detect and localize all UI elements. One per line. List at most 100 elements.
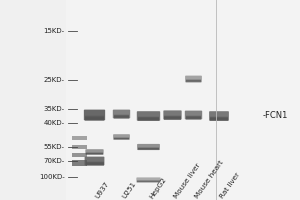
Bar — [85, 161, 103, 164]
FancyBboxPatch shape — [136, 177, 161, 183]
FancyBboxPatch shape — [137, 144, 160, 150]
Bar — [66, 0, 300, 200]
FancyBboxPatch shape — [163, 110, 182, 120]
Bar — [210, 117, 228, 120]
Text: 35KD-: 35KD- — [44, 106, 64, 112]
Bar — [138, 117, 159, 120]
Bar — [85, 115, 104, 118]
FancyBboxPatch shape — [137, 111, 160, 121]
Bar — [137, 181, 160, 182]
Bar — [86, 153, 103, 154]
Bar — [85, 117, 104, 120]
Text: HepG2: HepG2 — [148, 176, 168, 200]
Bar — [114, 138, 129, 139]
Text: U937: U937 — [94, 181, 110, 200]
Bar — [86, 153, 103, 155]
Bar — [114, 138, 129, 139]
Bar — [137, 181, 160, 182]
Bar — [138, 118, 159, 121]
Text: Rat liver: Rat liver — [219, 172, 241, 200]
FancyBboxPatch shape — [113, 110, 130, 118]
Bar — [186, 117, 201, 119]
Bar — [164, 115, 181, 118]
Bar — [114, 138, 129, 139]
Bar — [186, 79, 201, 81]
Text: 55KD-: 55KD- — [44, 144, 64, 150]
Bar — [186, 80, 201, 82]
Bar — [72, 153, 87, 157]
Bar — [85, 162, 103, 164]
Bar — [137, 181, 160, 182]
Bar — [114, 115, 129, 118]
Bar — [114, 137, 129, 139]
Bar — [66, 0, 300, 200]
Bar — [138, 117, 159, 120]
Bar — [210, 119, 228, 121]
Bar — [186, 80, 201, 82]
Text: 70KD-: 70KD- — [43, 158, 64, 164]
Bar — [85, 162, 103, 165]
Bar — [86, 153, 103, 155]
Bar — [114, 117, 129, 119]
Text: 100KD-: 100KD- — [39, 174, 64, 180]
Bar — [85, 117, 104, 120]
Bar — [186, 81, 201, 83]
Bar — [114, 115, 129, 117]
Bar — [186, 81, 201, 82]
Bar — [186, 118, 201, 120]
Bar — [86, 153, 103, 154]
FancyBboxPatch shape — [85, 157, 104, 165]
Text: U251: U251 — [122, 181, 137, 200]
Bar — [210, 118, 228, 120]
Bar — [86, 153, 103, 154]
Bar — [164, 117, 181, 120]
Bar — [138, 149, 159, 150]
FancyBboxPatch shape — [85, 149, 104, 155]
Bar — [114, 116, 129, 118]
Bar — [137, 180, 160, 181]
Text: Mouse heart: Mouse heart — [194, 160, 224, 200]
Bar — [138, 117, 159, 119]
Bar — [72, 145, 87, 149]
Bar — [85, 116, 104, 119]
Bar — [114, 115, 129, 117]
Bar — [86, 152, 103, 154]
FancyBboxPatch shape — [113, 134, 130, 140]
Bar — [164, 116, 181, 118]
Bar — [114, 114, 129, 117]
Bar — [138, 147, 159, 149]
Bar — [114, 138, 129, 140]
Bar — [210, 118, 228, 121]
FancyBboxPatch shape — [209, 111, 229, 121]
Bar — [138, 148, 159, 149]
Bar — [66, 0, 300, 200]
Bar — [210, 117, 228, 119]
Bar — [186, 116, 201, 118]
Bar — [138, 118, 159, 121]
Bar — [137, 180, 160, 182]
Bar — [186, 117, 201, 120]
Text: 40KD-: 40KD- — [44, 120, 64, 126]
Bar — [66, 0, 300, 200]
Bar — [138, 148, 159, 150]
Bar — [186, 79, 201, 81]
Bar — [137, 181, 160, 182]
Bar — [114, 116, 129, 119]
Bar — [138, 148, 159, 150]
Bar — [138, 147, 159, 149]
Bar — [114, 138, 129, 140]
Bar — [186, 80, 201, 81]
Bar — [114, 137, 129, 139]
Bar — [164, 116, 181, 118]
Text: -FCN1: -FCN1 — [262, 110, 288, 119]
Bar — [186, 117, 201, 119]
Bar — [66, 0, 300, 200]
Bar — [164, 117, 181, 120]
Bar — [186, 116, 201, 119]
Bar — [138, 116, 159, 119]
Bar — [186, 80, 201, 82]
Bar — [137, 180, 160, 182]
Bar — [85, 118, 104, 121]
Bar — [210, 117, 228, 120]
Bar — [114, 138, 129, 139]
